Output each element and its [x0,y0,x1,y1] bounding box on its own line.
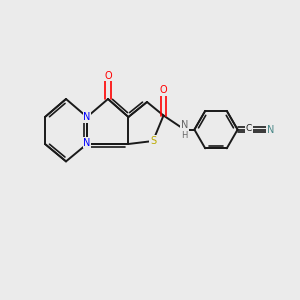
Text: C: C [246,124,252,133]
Text: N: N [83,137,91,148]
Text: N: N [267,124,274,135]
Text: O: O [160,85,167,95]
Text: O: O [104,70,112,81]
Text: N: N [181,120,188,130]
Text: N: N [83,112,91,122]
Text: H: H [181,130,188,140]
Text: S: S [150,136,156,146]
